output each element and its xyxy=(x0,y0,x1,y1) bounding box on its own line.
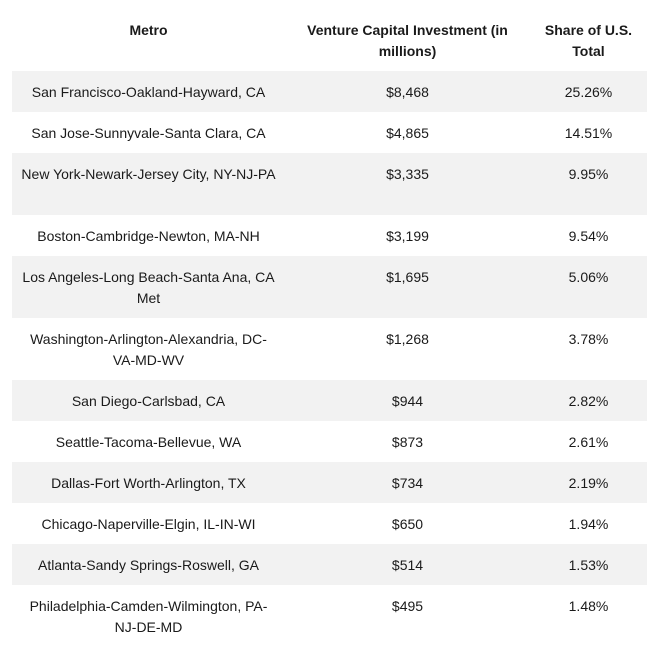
header-metro: Metro xyxy=(129,22,168,38)
investment-cell: $734 xyxy=(285,462,530,503)
share-cell: 1.53% xyxy=(530,544,647,585)
table-row: San Jose-Sunnyvale-Santa Clara, CA $4,86… xyxy=(12,112,647,153)
table-row: Dallas-Fort Worth-Arlington, TX $734 2.1… xyxy=(12,462,647,503)
table-row: New York-Newark-Jersey City, NY-NJ-PA $3… xyxy=(12,153,647,215)
metro-cell: Dallas-Fort Worth-Arlington, TX xyxy=(12,462,285,503)
share-cell: 2.19% xyxy=(530,462,647,503)
metro-cell: Boston-Cambridge-Newton, MA-NH xyxy=(37,228,260,244)
share-cell: 14.51% xyxy=(564,125,613,141)
share-cell: 1.48% xyxy=(568,598,609,614)
metro-cell: New York-Newark-Jersey City, NY-NJ-PA xyxy=(12,153,285,215)
investment-cell: $4,865 xyxy=(386,125,429,141)
metro-cell: Atlanta-Sandy Springs-Roswell, GA xyxy=(12,544,285,585)
investment-cell: $1,268 xyxy=(386,331,429,347)
metro-cell: Los Angeles-Long Beach-Santa Ana, CA Met xyxy=(12,256,285,318)
header-share: Share of U.S. Total xyxy=(544,22,633,59)
table-row: San Diego-Carlsbad, CA $944 2.82% xyxy=(12,380,647,421)
metro-cell: San Jose-Sunnyvale-Santa Clara, CA xyxy=(31,125,266,141)
metro-cell: Washington-Arlington-Alexandria, DC-VA-M… xyxy=(30,331,267,368)
share-cell: 2.82% xyxy=(530,380,647,421)
header-row: Metro Venture Capital Investment (in mil… xyxy=(12,0,647,71)
metro-cell: San Francisco-Oakland-Hayward, CA xyxy=(12,71,285,112)
table-row: Chicago-Naperville-Elgin, IL-IN-WI $650 … xyxy=(12,503,647,544)
investment-cell: $514 xyxy=(285,544,530,585)
table-row: Philadelphia-Camden-Wilmington, PA-NJ-DE… xyxy=(12,585,647,647)
investment-cell: $1,695 xyxy=(285,256,530,318)
table-row: Atlanta-Sandy Springs-Roswell, GA $514 1… xyxy=(12,544,647,585)
metro-cell: Chicago-Naperville-Elgin, IL-IN-WI xyxy=(41,516,256,532)
share-cell: 1.94% xyxy=(568,516,609,532)
share-cell: 9.95% xyxy=(530,153,647,215)
header-investment: Venture Capital Investment (in millions) xyxy=(307,22,508,59)
investment-cell: $873 xyxy=(391,434,424,450)
table-row: Los Angeles-Long Beach-Santa Ana, CA Met… xyxy=(12,256,647,318)
investment-cell: $3,199 xyxy=(386,228,429,244)
investment-cell: $3,335 xyxy=(285,153,530,215)
investment-cell: $8,468 xyxy=(285,71,530,112)
investment-cell: $944 xyxy=(285,380,530,421)
share-cell: 9.54% xyxy=(568,228,609,244)
metro-cell: San Diego-Carlsbad, CA xyxy=(12,380,285,421)
table-row: Washington-Arlington-Alexandria, DC-VA-M… xyxy=(12,318,647,380)
table-row: Boston-Cambridge-Newton, MA-NH $3,199 9.… xyxy=(12,215,647,256)
table-row: San Francisco-Oakland-Hayward, CA $8,468… xyxy=(12,71,647,112)
share-cell: 2.61% xyxy=(568,434,609,450)
venture-capital-table: Metro Venture Capital Investment (in mil… xyxy=(12,0,647,647)
table-row: Seattle-Tacoma-Bellevue, WA $873 2.61% xyxy=(12,421,647,462)
metro-cell: Philadelphia-Camden-Wilmington, PA-NJ-DE… xyxy=(29,598,268,635)
share-cell: 3.78% xyxy=(568,331,609,347)
investment-cell: $495 xyxy=(391,598,424,614)
share-cell: 5.06% xyxy=(530,256,647,318)
metro-cell: Seattle-Tacoma-Bellevue, WA xyxy=(55,434,242,450)
investment-cell: $650 xyxy=(391,516,424,532)
share-cell: 25.26% xyxy=(530,71,647,112)
